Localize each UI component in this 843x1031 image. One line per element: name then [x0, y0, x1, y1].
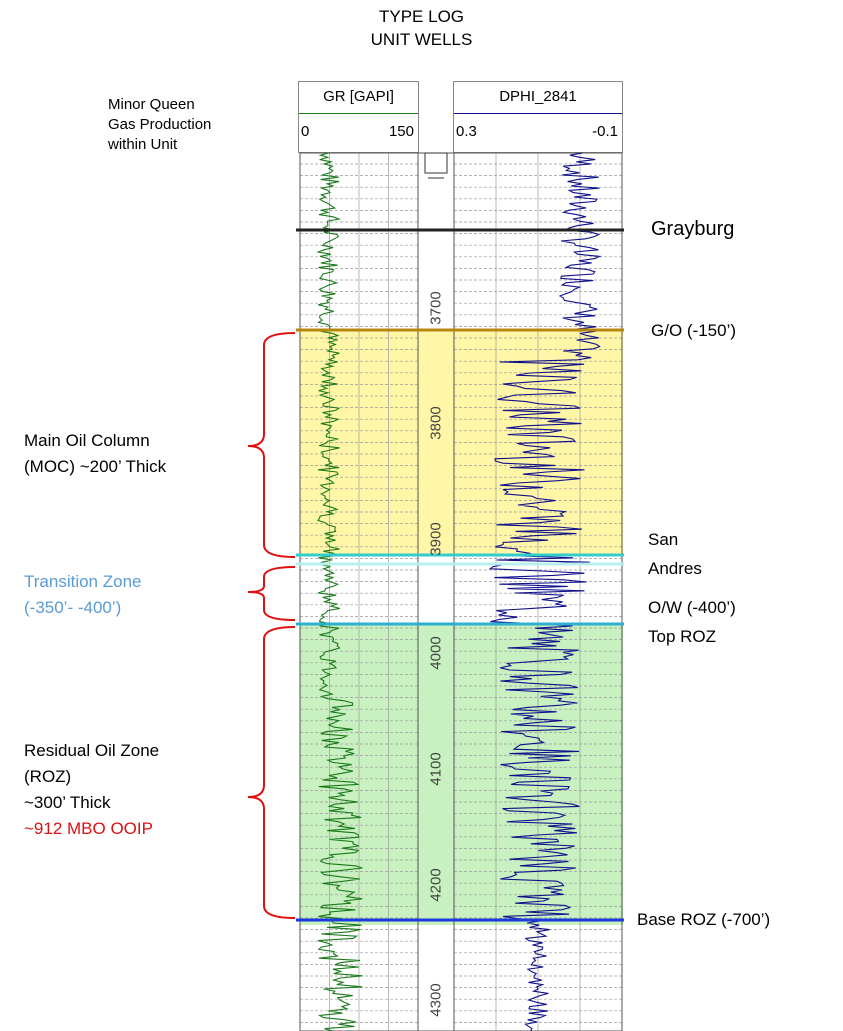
- dphi-track-name: DPHI_2841: [499, 88, 577, 105]
- gr-scale-max: 150: [388, 123, 414, 140]
- marker-base-roz: Base ROZ (-700’): [637, 910, 771, 929]
- dphi-track-header: DPHI_2841 0.3 -0.1: [453, 81, 623, 153]
- depth-label-4200: 4200: [427, 868, 445, 902]
- marker-go: G/O (-150’): [651, 321, 737, 340]
- gr-track-header: GR [GAPI] 0 150: [298, 81, 419, 153]
- marker-ow-2: Top ROZ: [648, 627, 717, 646]
- queen-note-line-3: within Unit: [108, 136, 178, 153]
- depth-label-4000-box: 4000: [419, 628, 453, 678]
- marker-grayburg: Grayburg: [651, 218, 735, 240]
- zone-roz-line-3: ~300’ Thick: [24, 793, 111, 812]
- depth-track-core-box: [424, 152, 448, 174]
- tz-bracket: [247, 566, 296, 621]
- depth-label-3700: 3700: [427, 291, 445, 325]
- depth-label-3800: 3800: [427, 406, 445, 440]
- depth-label-3900: 3900: [427, 522, 445, 556]
- dphi-scale-max: -0.1: [592, 123, 618, 140]
- gr-curve: [316, 152, 363, 1031]
- depth-label-3700-box: 3700: [419, 283, 453, 333]
- depth-label-4100: 4100: [427, 752, 445, 786]
- marker-san-andres-2: Andres: [648, 559, 702, 578]
- moc-bracket: [247, 332, 296, 558]
- queen-note-line-2: Gas Production: [108, 116, 212, 133]
- depth-label-4100-box: 4100: [419, 744, 453, 794]
- depth-label-4300-box: 4300: [419, 975, 453, 1025]
- queen-note-line-1: Minor Queen: [108, 96, 195, 113]
- zone-roz: Residual Oil Zone (ROZ) ~300’ Thick ~912…: [24, 740, 159, 840]
- depth-label-3800-box: 3800: [419, 398, 453, 448]
- title-line-1: TYPE LOG: [378, 7, 465, 26]
- zone-moc: Main Oil Column (MOC) ~200’ Thick: [24, 430, 166, 478]
- depth-label-4200-box: 4200: [419, 860, 453, 910]
- gr-scale-min: 0: [301, 123, 310, 140]
- marker-san-andres-1: San: [648, 530, 679, 549]
- zone-roz-line-4: ~912 MBO OOIP: [24, 819, 153, 838]
- zone-moc-line-2: (MOC) ~200’ Thick: [24, 457, 167, 476]
- zone-transition: Transition Zone (-350’- -400’): [24, 571, 141, 619]
- zone-moc-line-1: Main Oil Column: [24, 431, 150, 450]
- gr-track-name: GR [GAPI]: [323, 88, 394, 105]
- zone-roz-line-2: (ROZ): [24, 767, 72, 786]
- dphi-scale-min: 0.3: [456, 123, 477, 140]
- zone-transition-line-2: (-350’- -400’): [24, 598, 122, 617]
- queen-note: Minor Queen Gas Production within Unit: [108, 95, 211, 155]
- depth-label-4000: 4000: [427, 636, 445, 670]
- roz-bracket: [247, 626, 296, 919]
- dphi-track-frame: [453, 152, 623, 1031]
- dphi-header-divider: [454, 113, 622, 114]
- gr-header-divider: [299, 113, 418, 114]
- depth-label-3900-box: 3900: [419, 514, 453, 564]
- dphi-curve: [488, 152, 602, 1031]
- zone-roz-line-1: Residual Oil Zone: [24, 741, 160, 760]
- depth-label-4300: 4300: [427, 983, 445, 1017]
- marker-ow-1: O/W (-400’): [648, 598, 736, 617]
- depth-track-gap: [425, 560, 447, 622]
- roz-zone-fill: [300, 625, 623, 925]
- zone-transition-line-1: Transition Zone: [24, 572, 142, 591]
- title-line-2: UNIT WELLS: [370, 30, 473, 49]
- dphi-track-grid: [454, 153, 622, 1031]
